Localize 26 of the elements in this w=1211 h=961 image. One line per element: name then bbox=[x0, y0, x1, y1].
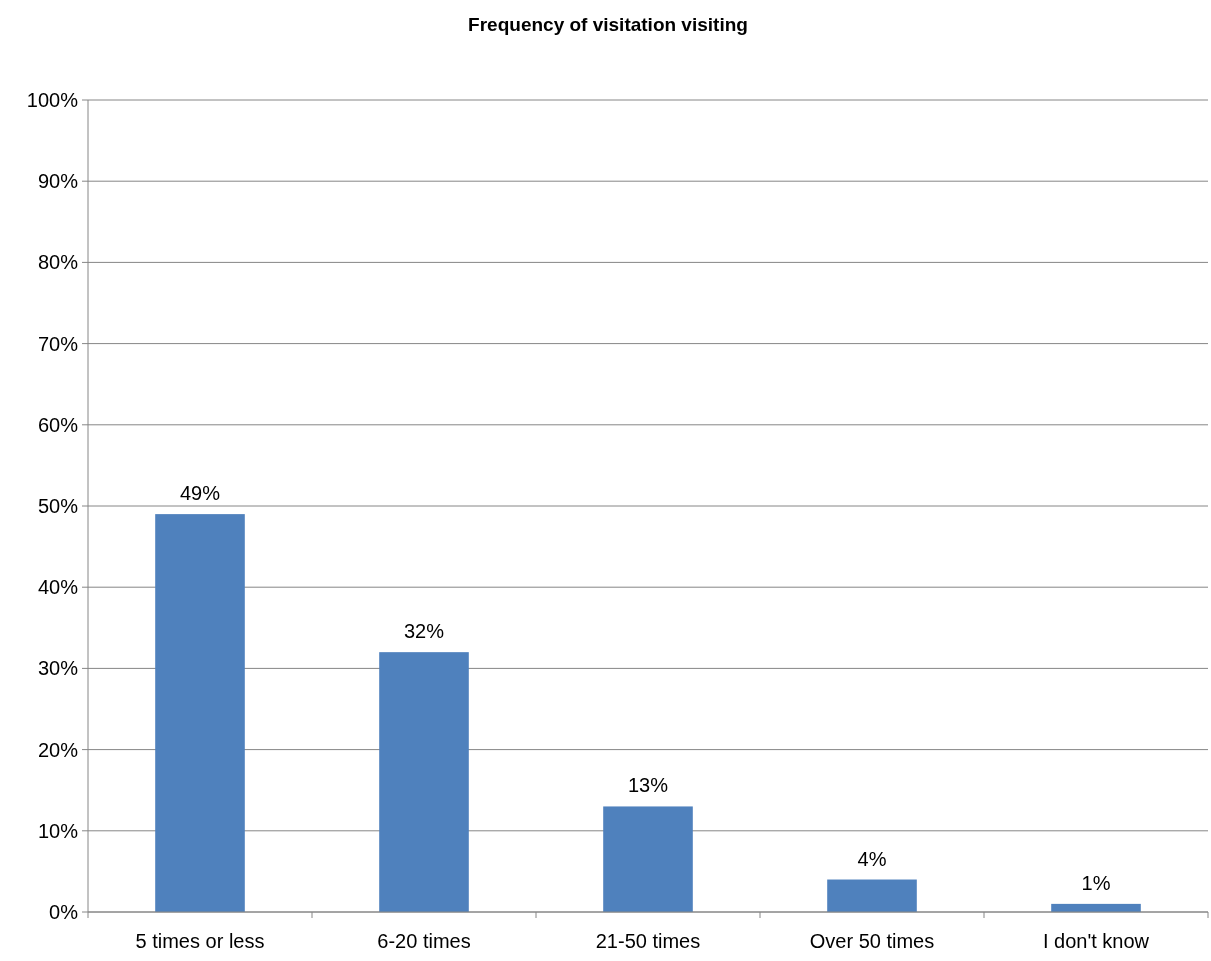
x-tick-label: Over 50 times bbox=[809, 930, 935, 952]
data-label: 32% bbox=[403, 620, 445, 643]
y-tick-label: 90% bbox=[37, 170, 79, 193]
y-tick-label: 10% bbox=[37, 819, 79, 842]
bar bbox=[603, 806, 693, 912]
y-tick-label: 30% bbox=[37, 657, 79, 680]
data-label: 13% bbox=[627, 774, 669, 797]
x-tick-label: 21-50 times bbox=[595, 930, 701, 952]
bar bbox=[379, 652, 469, 912]
y-tick-label: 70% bbox=[37, 332, 79, 355]
y-tick-label: 60% bbox=[37, 413, 79, 436]
x-tick-label: 6-20 times bbox=[377, 930, 471, 952]
data-label: 1% bbox=[1081, 871, 1111, 894]
y-tick-label: 80% bbox=[37, 251, 79, 274]
chart-title: Frequency of visitation visiting bbox=[468, 14, 748, 35]
bar bbox=[155, 514, 245, 912]
y-tick-label: 50% bbox=[37, 495, 79, 517]
x-tick-label: I don't know bbox=[1042, 930, 1150, 952]
x-tick-label: 5 times or less bbox=[135, 930, 265, 952]
data-label: 49% bbox=[179, 482, 221, 505]
data-label: 4% bbox=[857, 847, 887, 870]
y-tick-label: 40% bbox=[37, 576, 79, 599]
y-tick-label: 100% bbox=[26, 89, 79, 111]
y-tick-label: 20% bbox=[37, 738, 79, 761]
bar bbox=[827, 879, 917, 912]
y-tick-label: 0% bbox=[49, 901, 79, 923]
